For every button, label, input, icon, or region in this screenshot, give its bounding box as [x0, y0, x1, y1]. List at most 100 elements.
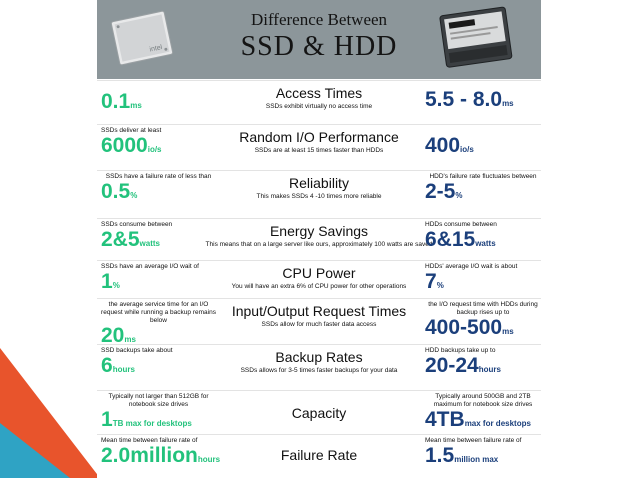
- hdd-unit: million max: [454, 455, 499, 464]
- hdd-value: 5.5 - 8.0: [425, 88, 503, 111]
- hdd-value: 1.5: [425, 444, 455, 467]
- ssd-note: SSDs have an average I/O wait of: [101, 263, 199, 270]
- ssd-unit: hours: [197, 455, 221, 464]
- header-line-2: SSD & HDD: [240, 31, 398, 62]
- criterion-subtitle: This means that on a large server like o…: [205, 241, 433, 248]
- header-line-1: Difference Between: [250, 10, 388, 29]
- ssd-value: 0.1: [101, 90, 131, 113]
- hdd-unit: max for desktops: [464, 419, 531, 428]
- ssd-note: SSDs have a failure rate of less than: [105, 173, 212, 180]
- ssd-value: 2.0million: [101, 444, 198, 467]
- hdd-cell: HDDs' average I/O wait is about 7%: [425, 263, 541, 293]
- criterion-subtitle: SSDs are at least 15 times faster than H…: [254, 147, 384, 154]
- ssd-cell: SSDs have an average I/O wait of 1%: [101, 263, 216, 293]
- criterion: Failure Rate: [202, 447, 436, 463]
- ssd-value: 0.5: [101, 180, 131, 203]
- comparison-row: Reliability This makes SSDs 4 -10 times m…: [97, 170, 541, 219]
- hdd-unit: ms: [502, 99, 514, 108]
- criterion-title: Reliability: [289, 175, 349, 191]
- comparison-row: Access Times SSDs exhibit virtually no ac…: [97, 80, 541, 125]
- ssd-value: 1: [101, 408, 113, 431]
- comparison-row: CPU Power You will have an extra 6% of CP…: [97, 260, 541, 299]
- hdd-note: HDDs consume between: [425, 221, 497, 228]
- hdd-value: 7: [425, 270, 437, 293]
- ssd-unit: io/s: [147, 145, 162, 154]
- hdd-note: the I/O request time with HDDs during ba…: [428, 301, 538, 316]
- hdd-cell: HDD backups take up to 20-24hours: [425, 347, 541, 377]
- criterion-title: Backup Rates: [275, 349, 363, 365]
- hdd-unit: %: [455, 191, 463, 200]
- hdd-value: 2-5: [425, 180, 456, 203]
- criterion-subtitle: This makes SSDs 4 -10 times more reliabl…: [256, 193, 382, 200]
- criterion: Capacity: [202, 405, 436, 421]
- hdd-unit: hours: [478, 365, 501, 374]
- ssd-unit: ms: [130, 101, 142, 110]
- comparison-row: Input/Output Request Times SSDs allow for…: [97, 298, 541, 347]
- svg-text:intel: intel: [149, 44, 163, 54]
- ssd-note: SSDs consume between: [101, 221, 173, 228]
- ssd-cell: the average service time for an I/O requ…: [101, 301, 216, 347]
- slide-corner-decoration: [0, 348, 100, 478]
- hdd-note: HDD backups take up to: [425, 347, 496, 354]
- hdd-unit: ms: [502, 327, 514, 336]
- criterion-title: Energy Savings: [269, 223, 369, 239]
- hdd-unit: io/s: [460, 145, 474, 154]
- ssd-cell: Mean time between failure rate of 2.0mill…: [101, 437, 220, 467]
- criterion-subtitle: SSDs allows for 3-5 times faster backups…: [240, 367, 398, 374]
- criterion: Access Times SSDs exhibit virtually no ac…: [202, 85, 436, 111]
- ssd-unit: %: [112, 281, 120, 290]
- hdd-note: Mean time between failure rate of: [425, 437, 522, 444]
- hdd-cell: Mean time between failure rate of 1.5mill…: [425, 437, 541, 467]
- criterion-title: Capacity: [291, 405, 347, 421]
- criterion: Energy Savings This means that on a large…: [202, 223, 436, 249]
- hdd-cell: HDD's failure rate fluctuates between 2-5…: [425, 173, 541, 203]
- hdd-unit: %: [436, 281, 444, 290]
- ssd-cell: 0.1ms: [101, 91, 216, 113]
- criterion-title: Access Times: [275, 85, 363, 101]
- criterion: Backup Rates SSDs allows for 3-5 times fa…: [202, 349, 436, 375]
- ssd-value: 6000: [101, 134, 148, 157]
- hdd-drive-image: [439, 6, 513, 68]
- ssd-value: 6: [101, 354, 113, 377]
- criterion-title: Random I/O Performance: [239, 129, 399, 145]
- hdd-note: HDD's failure rate fluctuates between: [429, 173, 537, 180]
- hdd-cell: 5.5 - 8.0ms: [425, 89, 541, 111]
- ssd-drive-image: intel: [110, 10, 174, 66]
- comparison-row: Energy Savings This means that on a large…: [97, 218, 541, 261]
- criterion: CPU Power You will have an extra 6% of CP…: [202, 265, 436, 291]
- criterion: Input/Output Request Times SSDs allow for…: [202, 303, 436, 329]
- hdd-value: 400: [425, 134, 461, 157]
- ssd-note: SSDs deliver at least: [101, 127, 162, 134]
- hdd-note: Typically around 500GB and 2TB maximum f…: [433, 393, 533, 408]
- criterion-title: Failure Rate: [280, 447, 358, 463]
- ssd-note: the average service time for an I/O requ…: [101, 301, 216, 324]
- ssd-note: SSD backups take about: [101, 347, 173, 354]
- hdd-value: 6&15: [425, 228, 476, 251]
- criterion-title: Input/Output Request Times: [231, 303, 407, 319]
- criterion-title: CPU Power: [282, 265, 356, 281]
- ssd-note: Typically not larger than 512GB for note…: [108, 393, 209, 408]
- hdd-unit: watts: [475, 239, 496, 248]
- criterion-subtitle: SSDs exhibit virtually no access time: [265, 103, 373, 110]
- comparison-row: Failure Rate Mean time between failure ra…: [97, 434, 541, 478]
- comparison-row: Capacity Typically not larger than 512GB …: [97, 390, 541, 435]
- hdd-value: 20-24: [425, 354, 479, 377]
- ssd-unit: %: [130, 191, 138, 200]
- criterion-subtitle: SSDs allow for much faster data access: [261, 321, 377, 328]
- ssd-cell: SSDs deliver at least 6000io/s: [101, 127, 216, 157]
- ssd-cell: SSDs have a failure rate of less than 0.5…: [101, 173, 216, 203]
- ssd-value: 1: [101, 270, 113, 293]
- ssd-cell: SSD backups take about 6hours: [101, 347, 216, 377]
- criterion: Random I/O Performance SSDs are at least …: [202, 129, 436, 155]
- ssd-unit: watts: [139, 239, 160, 248]
- hdd-cell: HDDs consume between 6&15watts: [425, 221, 541, 251]
- ssd-value: 20: [101, 324, 125, 347]
- hdd-cell: the I/O request time with HDDs during ba…: [425, 301, 541, 339]
- infographic: intel Difference Between SSD & HDD Acces…: [97, 0, 541, 478]
- hdd-note: HDDs' average I/O wait is about: [425, 263, 518, 270]
- ssd-value: 2&5: [101, 228, 140, 251]
- hdd-value: 400-500: [425, 316, 503, 339]
- ssd-unit: ms: [124, 335, 136, 344]
- ssd-unit: TB max for desktops: [112, 419, 192, 428]
- hdd-cell: Typically around 500GB and 2TB maximum f…: [425, 393, 541, 431]
